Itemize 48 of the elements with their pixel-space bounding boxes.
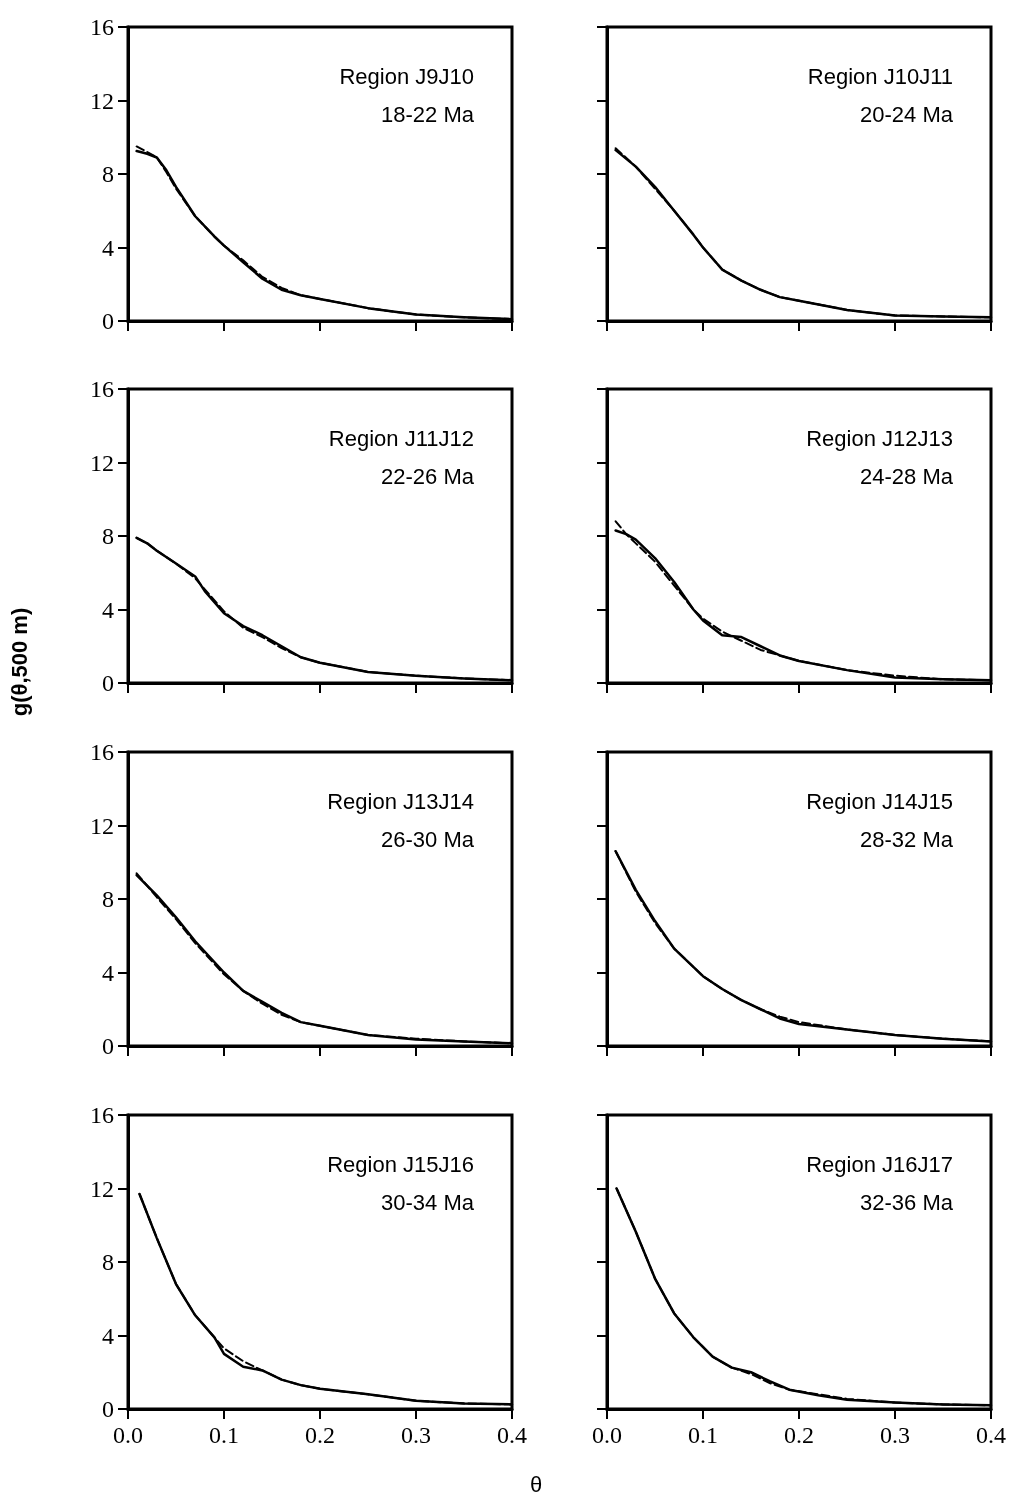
annotation: Region J11J12 (328, 425, 474, 451)
y-tick-label: 8 (102, 161, 114, 187)
annotation: 26-30 Ma (381, 826, 475, 852)
y-tick-label: 16 (90, 1102, 114, 1128)
x-tick-label: 0.2 (305, 1422, 335, 1448)
annotation: Region J16J17 (806, 1151, 953, 1177)
annotation: 32-36 Ma (860, 1189, 954, 1215)
annotation: Region J14J15 (806, 788, 953, 814)
y-tick-label: 0 (102, 670, 114, 696)
annotation: Region J10J11 (807, 63, 953, 89)
annotation: 18-22 Ma (381, 101, 475, 127)
y-tick-label: 8 (102, 886, 114, 912)
y-tick-label: 0 (102, 308, 114, 334)
y-tick-label: 8 (102, 1249, 114, 1275)
y-tick-label: 4 (102, 596, 114, 623)
y-tick-label: 16 (90, 739, 114, 765)
y-tick-label: 4 (102, 959, 114, 986)
annotation: Region J12J13 (806, 425, 953, 451)
x-tick-label: 0.4 (976, 1422, 1006, 1448)
x-axis-title: θ (530, 1472, 543, 1498)
annotation: 22-26 Ma (381, 463, 475, 489)
y-tick-label: 4 (102, 1322, 114, 1349)
x-tick-label: 0.1 (209, 1422, 239, 1448)
y-tick-label: 0 (102, 1033, 114, 1059)
x-tick-label: 0.3 (401, 1422, 431, 1448)
annotation: 20-24 Ma (860, 101, 954, 127)
x-tick-label: 0.0 (113, 1422, 143, 1448)
y-tick-label: 12 (90, 812, 114, 839)
x-tick-label: 0.0 (592, 1422, 622, 1448)
annotation: 28-32 Ma (860, 826, 954, 852)
y-tick-label: 16 (90, 376, 114, 402)
annotation: Region J15J16 (327, 1151, 474, 1177)
x-tick-label: 0.2 (784, 1422, 814, 1448)
x-tick-label: 0.4 (497, 1422, 527, 1448)
annotation: 24-28 Ma (860, 463, 954, 489)
x-tick-label: 0.3 (880, 1422, 910, 1448)
x-tick-label: 0.1 (688, 1422, 718, 1448)
y-tick-label: 8 (102, 523, 114, 549)
annotation: 30-34 Ma (381, 1189, 475, 1215)
annotation: Region J13J14 (327, 788, 474, 814)
y-tick-label: 12 (90, 449, 114, 476)
annotation: Region J9J10 (339, 63, 474, 89)
y-tick-label: 0 (102, 1396, 114, 1422)
y-tick-label: 4 (102, 234, 114, 261)
y-axis-title: g(θ,500 m) (7, 607, 33, 717)
y-tick-label: 12 (90, 87, 114, 114)
y-tick-label: 12 (90, 1175, 114, 1202)
y-tick-label: 16 (90, 14, 114, 40)
